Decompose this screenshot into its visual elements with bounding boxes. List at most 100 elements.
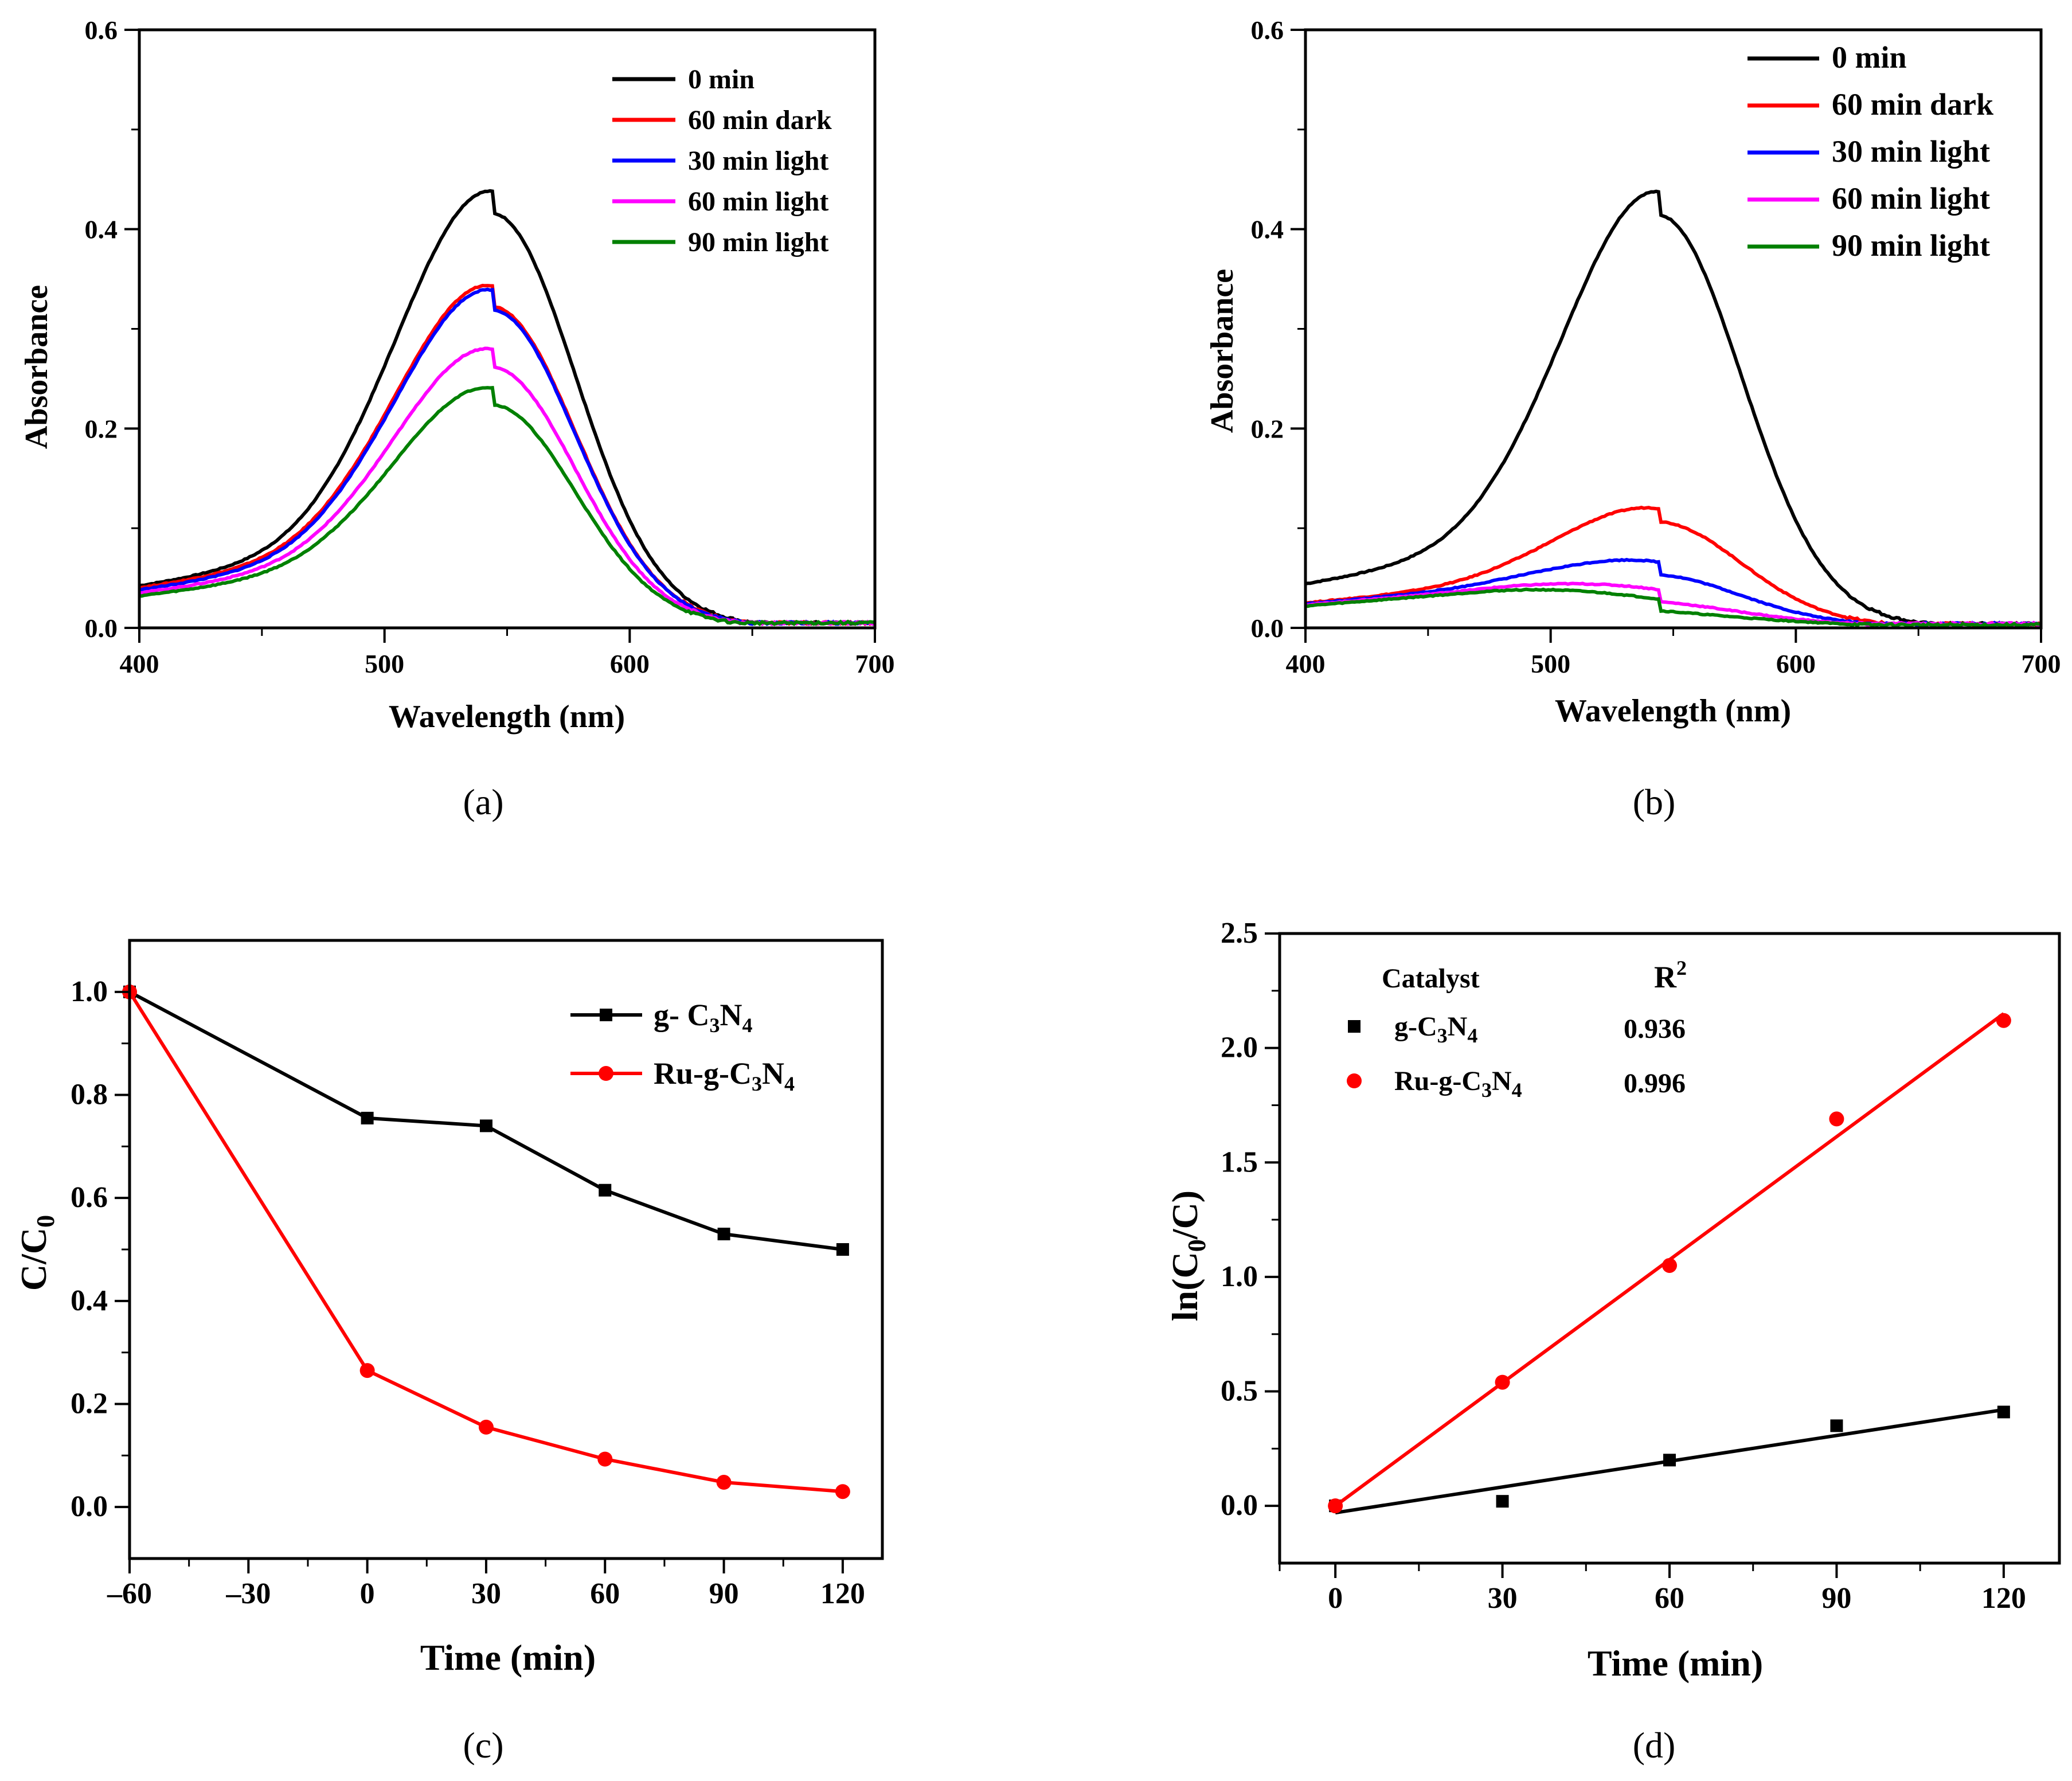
panel-d-x-tick-label: 0 — [1328, 1582, 1343, 1615]
panel-d-y-tick-label: 1.5 — [1221, 1146, 1258, 1178]
panel-c-x-tick-label: 0 — [360, 1577, 375, 1610]
panel-c-point-0-5 — [836, 1243, 849, 1256]
panel-c-x-tick-label: 60 — [590, 1577, 620, 1610]
panel-d-y-tick-label: 2.5 — [1221, 917, 1258, 950]
panel-c-x-tick-label: 120 — [820, 1577, 865, 1610]
panel-b-legend-label-4: 90 min light — [1832, 228, 1990, 263]
panel-c-y-tick-label: 0.2 — [71, 1388, 108, 1420]
panel-d-y-label-sub: 0 — [1183, 1239, 1211, 1252]
panel-c-point-0-4 — [717, 1228, 730, 1241]
panel-c-y-label-main: C/C — [13, 1228, 54, 1291]
panel-c-y-label-sub: 0 — [32, 1215, 60, 1228]
panel-d-legend-r2-value-0: 0.936 — [1624, 1014, 1686, 1044]
panel-b-x-axis-label: Wavelength (nm) — [1555, 693, 1791, 729]
panel-d-point-1-0 — [1328, 1498, 1343, 1514]
panel-a-absorbance-spectra: 400 500 600 700 0.0 0.2 0.4 0.6 0 min 60 min dar… — [19, 15, 895, 822]
panel-b-series-line-4 — [1305, 587, 2042, 628]
panel-d-point-0-4 — [1997, 1405, 2010, 1419]
panel-d-x-tick-label: 60 — [1655, 1582, 1684, 1615]
panel-d-x-tick-label: 120 — [1981, 1582, 2026, 1615]
panel-a-x-tick-label: 400 — [120, 649, 159, 678]
panel-c-point-0-1 — [361, 1111, 374, 1124]
panel-b-series-line-2 — [1305, 557, 2042, 627]
panel-b-y-axis-label: Absorbance — [1205, 269, 1240, 433]
panel-a-legend-label-0: 0 min — [688, 64, 754, 95]
panel-b-plot-area — [1305, 189, 2042, 628]
panel-a-y-tick-label: 0.2 — [85, 414, 118, 443]
panel-a-series-line-2 — [139, 287, 875, 626]
panel-a-series-line-3 — [139, 346, 875, 627]
panel-b-x-tick-label: 400 — [1286, 649, 1326, 678]
panel-b-y-tick-label: 0.4 — [1251, 215, 1284, 244]
panel-c-point-1-1 — [359, 1363, 375, 1378]
panel-c-point-1-3 — [597, 1451, 613, 1467]
panel-c-legend-marker-0 — [600, 1009, 612, 1021]
panel-b-x-tick-label: 700 — [2022, 649, 2061, 678]
panel-a-legend: 0 min 60 min dark 30 min light 60 min light… — [612, 64, 832, 257]
panel-d-legend-label-1: Ru-g-C3N4 — [1394, 1066, 1522, 1102]
panel-c-series-line-0 — [128, 990, 843, 1251]
panel-b-legend: 0 min 60 min dark 30 min light 60 min light… — [1747, 40, 1993, 263]
panel-c-series-line-1 — [128, 991, 843, 1494]
panel-d-point-0-2 — [1663, 1454, 1676, 1467]
panel-d-y-axis-label: ln(C0/C) — [1164, 1190, 1211, 1321]
panel-c-y-tick-label: 0.8 — [71, 1079, 108, 1111]
panel-c-x-tick-label: –60 — [107, 1577, 152, 1610]
panel-b-legend-label-2: 30 min light — [1832, 134, 1990, 169]
panel-b-y-tick-label: 0.2 — [1251, 414, 1284, 443]
panel-a-x-tick-label: 700 — [855, 649, 895, 678]
panel-d-caption: (d) — [1633, 1725, 1676, 1766]
panel-c-plot-area — [122, 984, 850, 1499]
panel-c-y-tick-label: 0.4 — [71, 1284, 108, 1317]
panel-c-legend-label-1: Ru-g-C3N4 — [654, 1056, 795, 1095]
panel-d-legend-r2-header: R2 — [1654, 956, 1687, 994]
panel-a-y-tick-label: 0.0 — [85, 614, 118, 643]
panel-d-legend-catalyst-header: Catalyst — [1382, 963, 1480, 994]
panel-b-caption: (b) — [1633, 782, 1676, 822]
panel-c-point-0-2 — [479, 1119, 492, 1132]
panel-a-caption: (a) — [463, 782, 503, 822]
panel-c-point-1-2 — [478, 1419, 494, 1435]
panel-a-legend-label-3: 60 min light — [688, 186, 828, 217]
panel-a-y-tick-label: 0.4 — [85, 215, 118, 244]
panel-d-point-1-3 — [1829, 1111, 1844, 1127]
panel-b-ticks: 400 500 600 700 0.0 0.2 0.4 0.6 — [1251, 15, 2061, 678]
panel-d-y-tick-label: 0.5 — [1221, 1375, 1258, 1408]
panel-b-series-line-1 — [1305, 505, 2042, 627]
panel-c-x-tick-label: 90 — [709, 1577, 739, 1610]
panel-a-legend-label-1: 60 min dark — [688, 105, 832, 135]
panel-a-x-axis-label: Wavelength (nm) — [389, 699, 625, 735]
panel-d-y-tick-label: 2.0 — [1221, 1032, 1258, 1064]
panel-d-point-1-1 — [1495, 1374, 1510, 1390]
panel-c-point-0-3 — [599, 1184, 612, 1197]
panel-a-legend-label-4: 90 min light — [688, 227, 828, 257]
panel-b-absorbance-spectra: 400 500 600 700 0.0 0.2 0.4 0.6 0 min 60 min dar… — [1205, 15, 2061, 822]
panel-a-legend-label-2: 30 min light — [688, 146, 828, 176]
panel-c-caption: (c) — [463, 1725, 503, 1766]
panel-a-x-tick-label: 500 — [365, 649, 404, 678]
panel-c-point-1-4 — [716, 1475, 732, 1490]
panel-d-legend-marker-1 — [1347, 1073, 1362, 1088]
panel-d-x-tick-label: 90 — [1821, 1582, 1851, 1615]
panel-b-legend-label-0: 0 min — [1832, 40, 1907, 75]
panel-a-series-line-4 — [139, 386, 875, 627]
panel-d-point-1-2 — [1662, 1257, 1677, 1273]
panel-d-legend: Catalyst R2 g-C3N4 0.936 Ru-g-C3N4 0.996 — [1347, 956, 1687, 1102]
panel-c-ticks: –60 –30 0 30 60 90 120 0.0 0.2 0.4 0.6 0.8 1.0 — [71, 975, 865, 1610]
panel-c-x-tick-label: –30 — [225, 1577, 271, 1610]
panel-a-x-tick-label: 600 — [610, 649, 650, 678]
panel-c-legend: g- C3N4 Ru-g-C3N4 — [570, 998, 795, 1095]
panel-a-ticks: 400 500 600 700 0.0 0.2 0.4 0.6 — [85, 15, 895, 678]
panel-c-legend-marker-1 — [599, 1066, 613, 1081]
panel-d-legend-r2-value-1: 0.996 — [1624, 1068, 1686, 1099]
panel-c-legend-label-0: g- C3N4 — [654, 998, 752, 1037]
panel-d-y-label-tail: /C) — [1164, 1190, 1205, 1240]
panel-c-y-tick-label: 0.0 — [71, 1490, 108, 1523]
panel-d-ticks: 0 30 60 90 120 0.0 0.5 1.0 1.5 2.0 2.5 — [1221, 917, 2026, 1615]
panel-a-y-axis-label: Absorbance — [19, 285, 54, 449]
panel-c-x-axis-label: Time (min) — [420, 1637, 596, 1678]
panel-b-y-tick-label: 0.0 — [1251, 614, 1284, 643]
panel-a-y-tick-label: 0.6 — [85, 15, 118, 45]
panel-c-axes-frame — [128, 939, 884, 1560]
